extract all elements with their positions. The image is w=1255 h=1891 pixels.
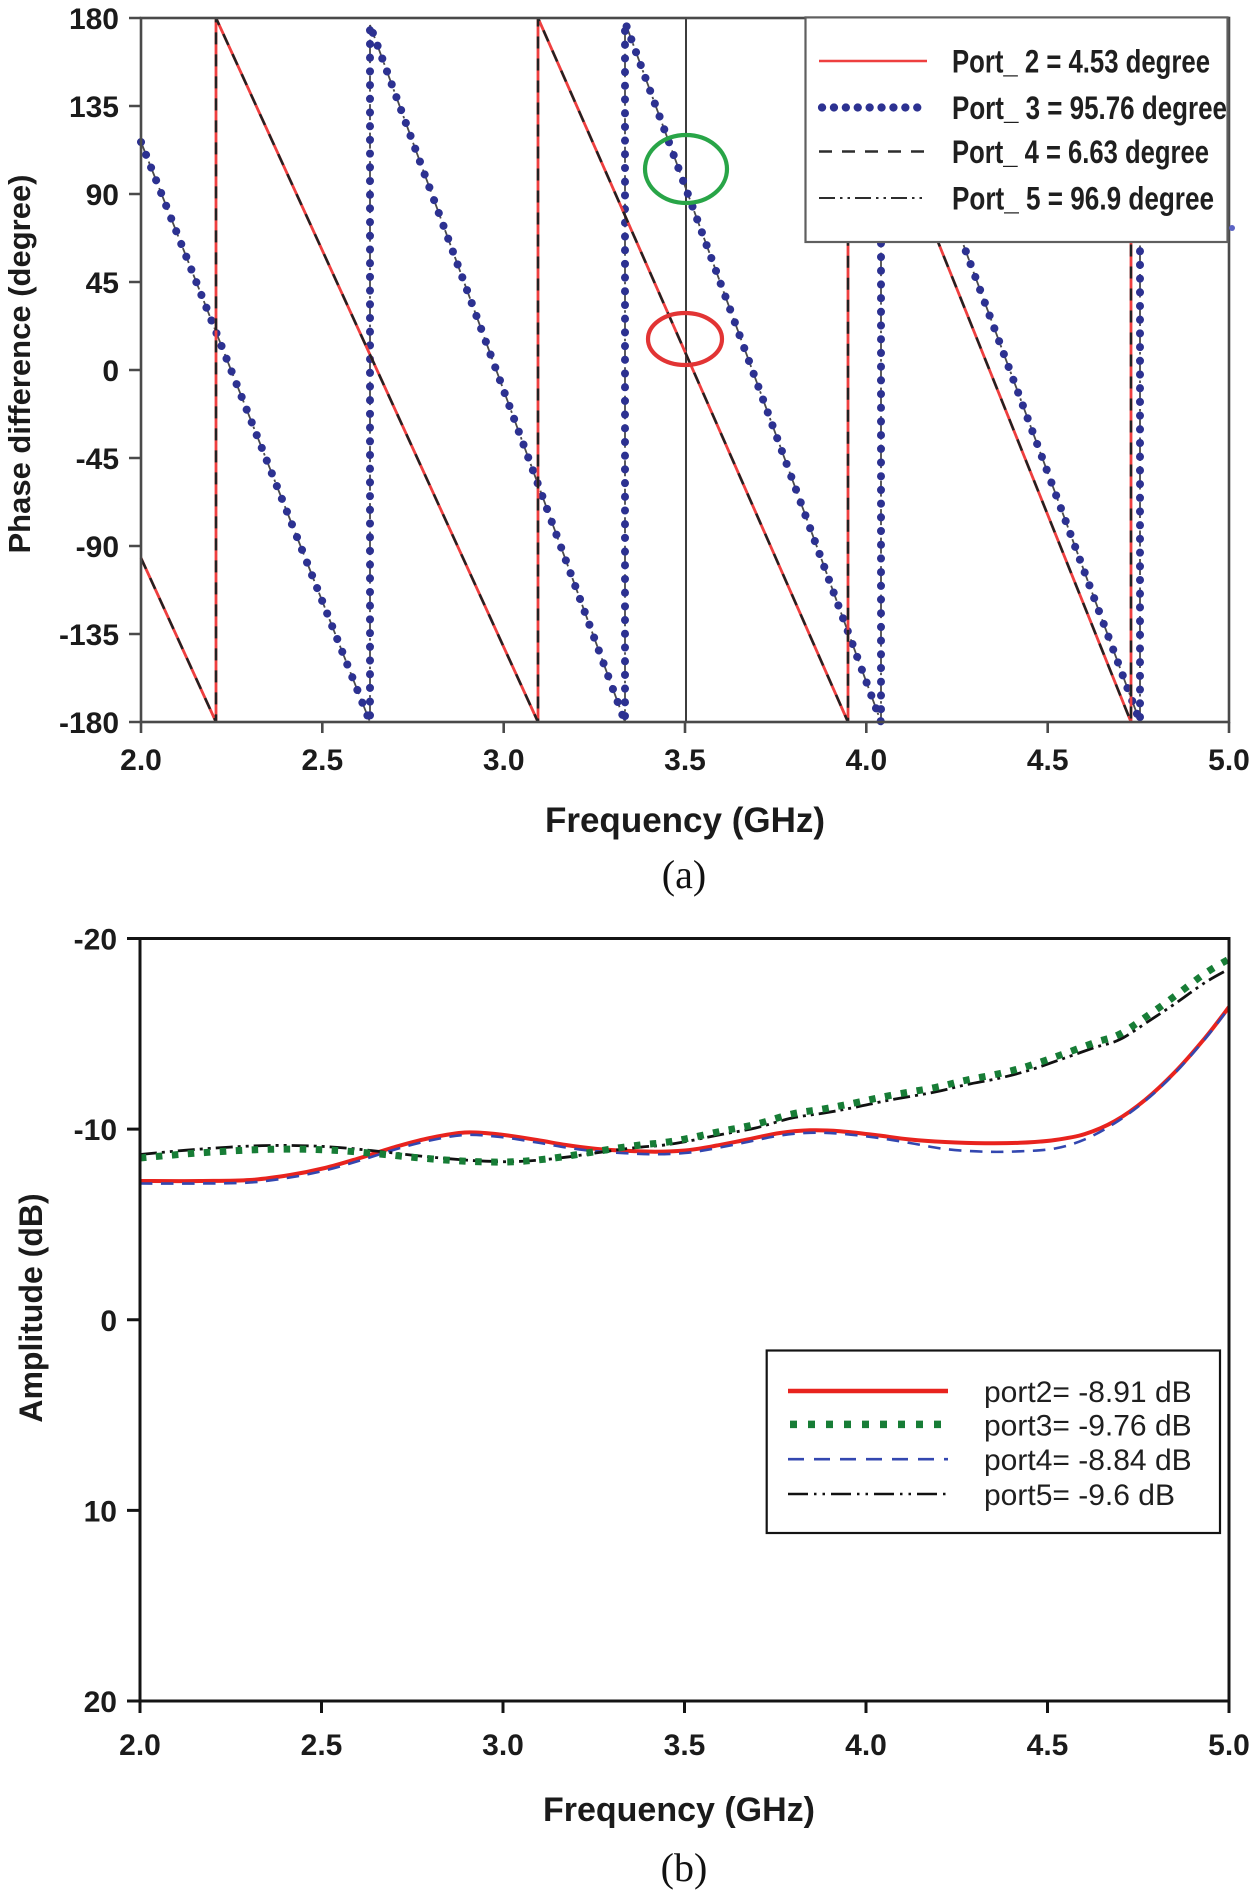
svg-text:4.0: 4.0 (845, 1729, 887, 1762)
svg-text:45: 45 (86, 267, 119, 300)
svg-text:-180: -180 (59, 707, 119, 740)
svg-text:3.0: 3.0 (483, 744, 525, 777)
svg-text:20: 20 (84, 1686, 117, 1719)
svg-text:2.5: 2.5 (301, 744, 343, 777)
svg-text:-135: -135 (59, 619, 119, 652)
svg-text:2.0: 2.0 (120, 744, 162, 777)
svg-text:Port_ 3 = 95.76 degree: Port_ 3 = 95.76 degree (952, 90, 1227, 126)
svg-text:-10: -10 (74, 1114, 117, 1147)
svg-text:Frequency (GHz): Frequency (GHz) (543, 1791, 815, 1829)
svg-text:10: 10 (84, 1495, 117, 1528)
svg-text:Frequency (GHz): Frequency (GHz) (545, 801, 825, 840)
svg-text:(a): (a) (662, 852, 706, 897)
svg-text:port5= -9.6 dB: port5= -9.6 dB (984, 1479, 1175, 1512)
svg-text:0: 0 (102, 355, 119, 388)
svg-text:3.0: 3.0 (482, 1729, 524, 1762)
svg-text:port4= -8.84 dB: port4= -8.84 dB (984, 1444, 1192, 1477)
svg-text:4.5: 4.5 (1027, 744, 1069, 777)
svg-text:180: 180 (69, 3, 119, 36)
svg-text:2.5: 2.5 (301, 1729, 343, 1762)
svg-text:Phase difference (degree): Phase difference (degree) (2, 174, 37, 553)
svg-text:Port_ 5 = 96.9 degree: Port_ 5 = 96.9 degree (952, 181, 1214, 217)
svg-text:Amplitude (dB): Amplitude (dB) (13, 1193, 49, 1422)
svg-text:Port_ 2 = 4.53 degree: Port_ 2 = 4.53 degree (952, 44, 1210, 80)
svg-text:4.5: 4.5 (1027, 1729, 1069, 1762)
svg-text:90: 90 (86, 179, 119, 212)
svg-text:4.0: 4.0 (845, 744, 887, 777)
svg-text:0: 0 (100, 1305, 117, 1338)
svg-text:5.0: 5.0 (1208, 1729, 1250, 1762)
svg-text:5.0: 5.0 (1208, 744, 1250, 777)
svg-text:-45: -45 (76, 443, 119, 476)
svg-text:2.0: 2.0 (119, 1729, 161, 1762)
svg-text:(b): (b) (661, 1845, 708, 1890)
svg-text:135: 135 (69, 91, 119, 124)
svg-text:3.5: 3.5 (664, 744, 706, 777)
svg-text:3.5: 3.5 (664, 1729, 706, 1762)
svg-text:Port_ 4 = 6.63 degree: Port_ 4 = 6.63 degree (952, 134, 1209, 170)
svg-text:port3= -9.76 dB: port3= -9.76 dB (984, 1409, 1192, 1442)
svg-text:-90: -90 (76, 531, 119, 564)
svg-text:port2= -8.91 dB: port2= -8.91 dB (984, 1376, 1192, 1409)
svg-text:-20: -20 (74, 924, 117, 957)
